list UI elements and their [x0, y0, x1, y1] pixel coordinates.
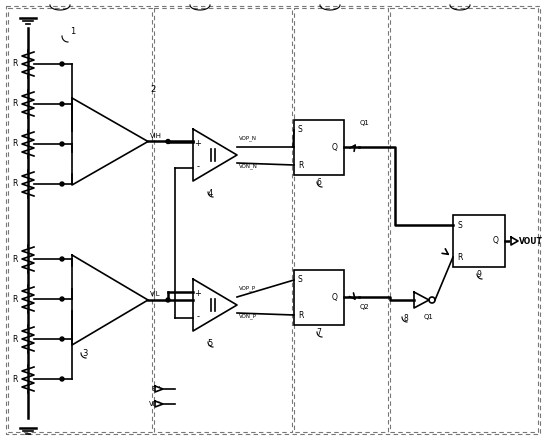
Text: R: R: [13, 334, 18, 344]
Text: VIH: VIH: [150, 132, 162, 139]
Text: VOP_N: VOP_N: [239, 136, 257, 141]
Text: S: S: [298, 275, 302, 285]
Text: S1: S1: [71, 0, 81, 2]
Text: Q: Q: [493, 236, 499, 246]
Text: 8: 8: [404, 314, 409, 323]
Text: VON_N: VON_N: [239, 163, 258, 169]
Polygon shape: [193, 279, 237, 331]
Text: Q2: Q2: [360, 304, 370, 311]
Circle shape: [166, 139, 170, 143]
Circle shape: [60, 102, 64, 106]
Text: VIN: VIN: [149, 401, 161, 407]
Text: S: S: [457, 220, 462, 230]
Circle shape: [60, 182, 64, 186]
Text: 7: 7: [317, 328, 322, 337]
Text: 9: 9: [477, 270, 482, 279]
Text: -: -: [197, 162, 199, 171]
Text: VON_P: VON_P: [239, 313, 257, 319]
Text: VIL: VIL: [150, 291, 161, 297]
Text: 6: 6: [317, 178, 322, 187]
Text: R: R: [298, 161, 304, 169]
Polygon shape: [511, 237, 518, 245]
Text: R: R: [13, 294, 18, 304]
Polygon shape: [72, 255, 148, 345]
Text: 2: 2: [150, 85, 155, 94]
Circle shape: [60, 62, 64, 66]
Text: Q1: Q1: [360, 120, 370, 126]
Polygon shape: [155, 386, 163, 392]
Text: Q: Q: [332, 143, 338, 152]
Text: R: R: [13, 139, 18, 148]
Circle shape: [166, 298, 170, 302]
Polygon shape: [72, 98, 148, 185]
Text: EN: EN: [151, 386, 161, 392]
Text: R: R: [13, 99, 18, 109]
Text: Q: Q: [332, 293, 338, 302]
Text: R: R: [298, 311, 304, 319]
Text: VOP_P: VOP_P: [239, 285, 256, 291]
Text: R: R: [13, 180, 18, 188]
Polygon shape: [414, 292, 429, 308]
Text: R: R: [13, 59, 18, 69]
Text: L0: L0: [471, 0, 480, 2]
Text: +: +: [194, 289, 201, 298]
Circle shape: [60, 377, 64, 381]
Circle shape: [60, 257, 64, 261]
Text: +: +: [194, 139, 201, 148]
Text: 3: 3: [82, 349, 87, 358]
Bar: [453, 215, 505, 267]
Text: 4: 4: [207, 189, 212, 198]
Text: L3: L3: [341, 0, 350, 2]
Text: 1: 1: [70, 27, 75, 37]
Text: VOUT: VOUT: [519, 236, 543, 246]
Polygon shape: [155, 401, 163, 407]
Text: 5: 5: [207, 339, 212, 348]
Polygon shape: [193, 129, 237, 181]
Text: R: R: [457, 253, 462, 261]
Text: -: -: [197, 312, 199, 321]
Circle shape: [60, 337, 64, 341]
Text: S: S: [298, 125, 302, 135]
Circle shape: [60, 297, 64, 301]
Bar: [294, 270, 344, 325]
Bar: [294, 120, 344, 175]
Text: R: R: [13, 374, 18, 384]
Circle shape: [60, 142, 64, 146]
Text: S2: S2: [211, 0, 221, 2]
Text: R: R: [13, 254, 18, 264]
Text: Q1: Q1: [424, 314, 434, 320]
